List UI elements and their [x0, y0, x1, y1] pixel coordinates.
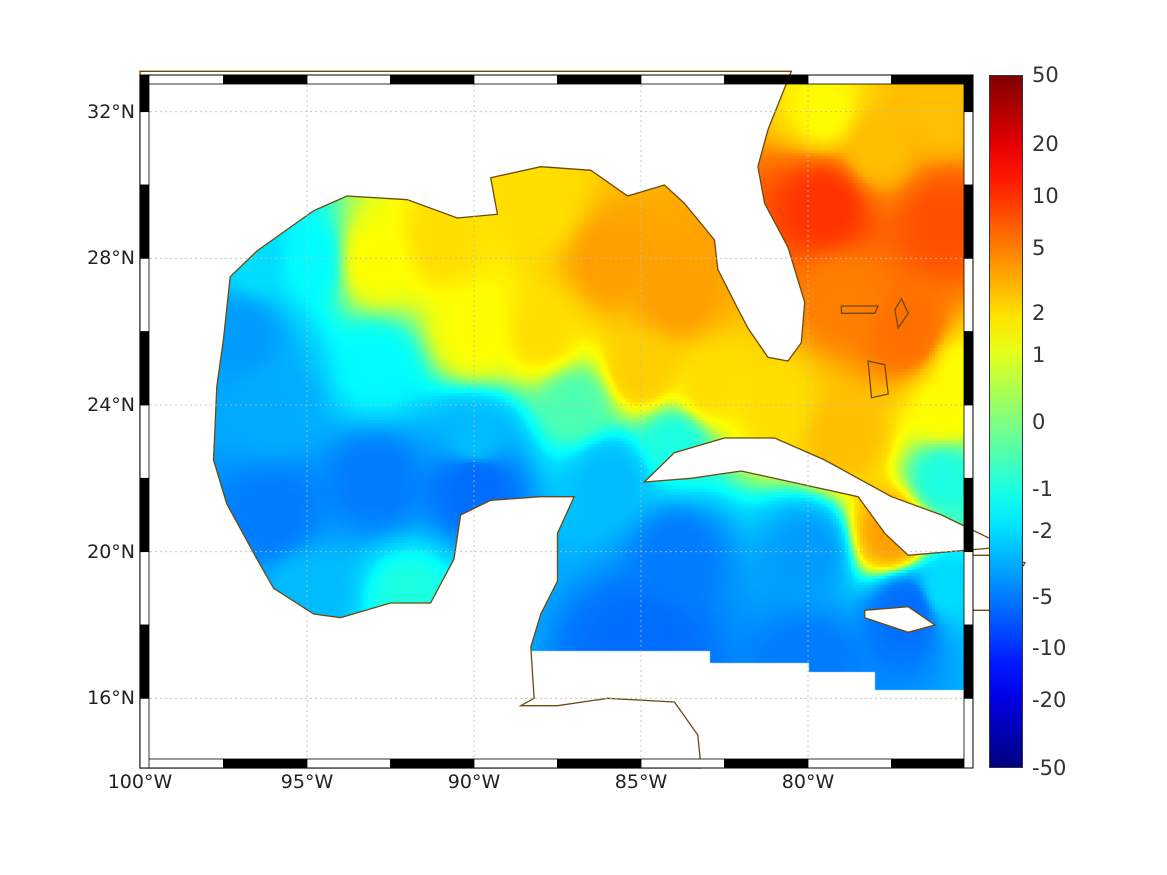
- frame-segment: [891, 74, 974, 85]
- frame-segment: [963, 331, 974, 406]
- frame-segment: [139, 184, 150, 259]
- latitude-label: 28°N: [87, 247, 135, 270]
- colorbar: [989, 75, 1023, 768]
- colorbar-tick-label: 5: [1032, 236, 1046, 260]
- frame-segment: [724, 74, 809, 85]
- latitude-label: 32°N: [87, 100, 135, 123]
- latitude-label: 20°N: [87, 540, 135, 563]
- latitude-label: 16°N: [87, 687, 135, 710]
- landmass-jamaica: [864, 606, 937, 633]
- landmass-grand-bahama: [840, 305, 880, 314]
- frame-segment: [139, 551, 150, 626]
- frame-segment: [807, 74, 892, 85]
- frame-segment: [139, 697, 150, 769]
- colorbar-tick-label: -10: [1032, 636, 1067, 660]
- landmass-abaco: [894, 297, 909, 330]
- frame-segment: [891, 758, 974, 769]
- frame-segment: [390, 74, 475, 85]
- frame-segment: [139, 331, 150, 406]
- longitude-label: 85°W: [614, 771, 668, 793]
- frame-segment: [139, 74, 150, 113]
- frame-segment: [963, 697, 974, 769]
- frame-segment: [139, 257, 150, 333]
- colorbar-tick-label: -2: [1032, 519, 1053, 543]
- frame-segment: [557, 758, 642, 769]
- frame-segment: [139, 624, 150, 699]
- frame-segment: [963, 111, 974, 186]
- frame-segment: [139, 111, 150, 186]
- frame-segment: [139, 477, 150, 553]
- landmass-andros: [867, 360, 889, 399]
- colorbar-tick-label: 0: [1032, 410, 1046, 434]
- frame-segment: [807, 758, 892, 769]
- frame-segment: [640, 74, 725, 85]
- frame-segment: [963, 257, 974, 333]
- frame-segment: [223, 74, 308, 85]
- frame-segment: [473, 758, 558, 769]
- frame-segment: [963, 404, 974, 479]
- frame-segment: [963, 551, 974, 626]
- frame-segment: [306, 758, 391, 769]
- frame-segment: [963, 477, 974, 553]
- colorbar-tick-label: 50: [1032, 63, 1059, 87]
- frame-segment: [963, 74, 974, 113]
- colorbar-tick-label: -50: [1032, 756, 1067, 780]
- colorbar-tick-label: 2: [1032, 301, 1046, 325]
- colorbar-tick-label: 20: [1032, 132, 1059, 156]
- frame-segment: [223, 758, 308, 769]
- frame-border: [139, 74, 974, 769]
- colorbar-tick-label: -20: [1032, 688, 1067, 712]
- frame-segment: [139, 758, 224, 769]
- colorbar-tick-label: -5: [1032, 585, 1053, 609]
- map-frame: [139, 74, 974, 769]
- latitude-label: 24°N: [87, 394, 135, 416]
- frame-segment: [390, 758, 475, 769]
- longitude-label: 100°W: [107, 771, 173, 793]
- longitude-label: 95°W: [280, 771, 334, 793]
- colorbar-tick-label: 1: [1032, 343, 1046, 367]
- frame-segment: [557, 74, 642, 85]
- frame-segment: [306, 74, 391, 85]
- longitude-label: 80°W: [781, 771, 835, 793]
- frame-segment: [473, 74, 558, 85]
- frame-segment: [963, 184, 974, 259]
- frame-segment: [724, 758, 809, 769]
- frame-segment: [139, 74, 224, 85]
- longitude-label: 90°W: [447, 771, 501, 793]
- frame-segment: [963, 624, 974, 699]
- frame-segment: [139, 404, 150, 479]
- frame-segment: [640, 758, 725, 769]
- colorbar-tick-label: -1: [1032, 477, 1053, 501]
- colorbar-tick-label: 10: [1032, 184, 1059, 208]
